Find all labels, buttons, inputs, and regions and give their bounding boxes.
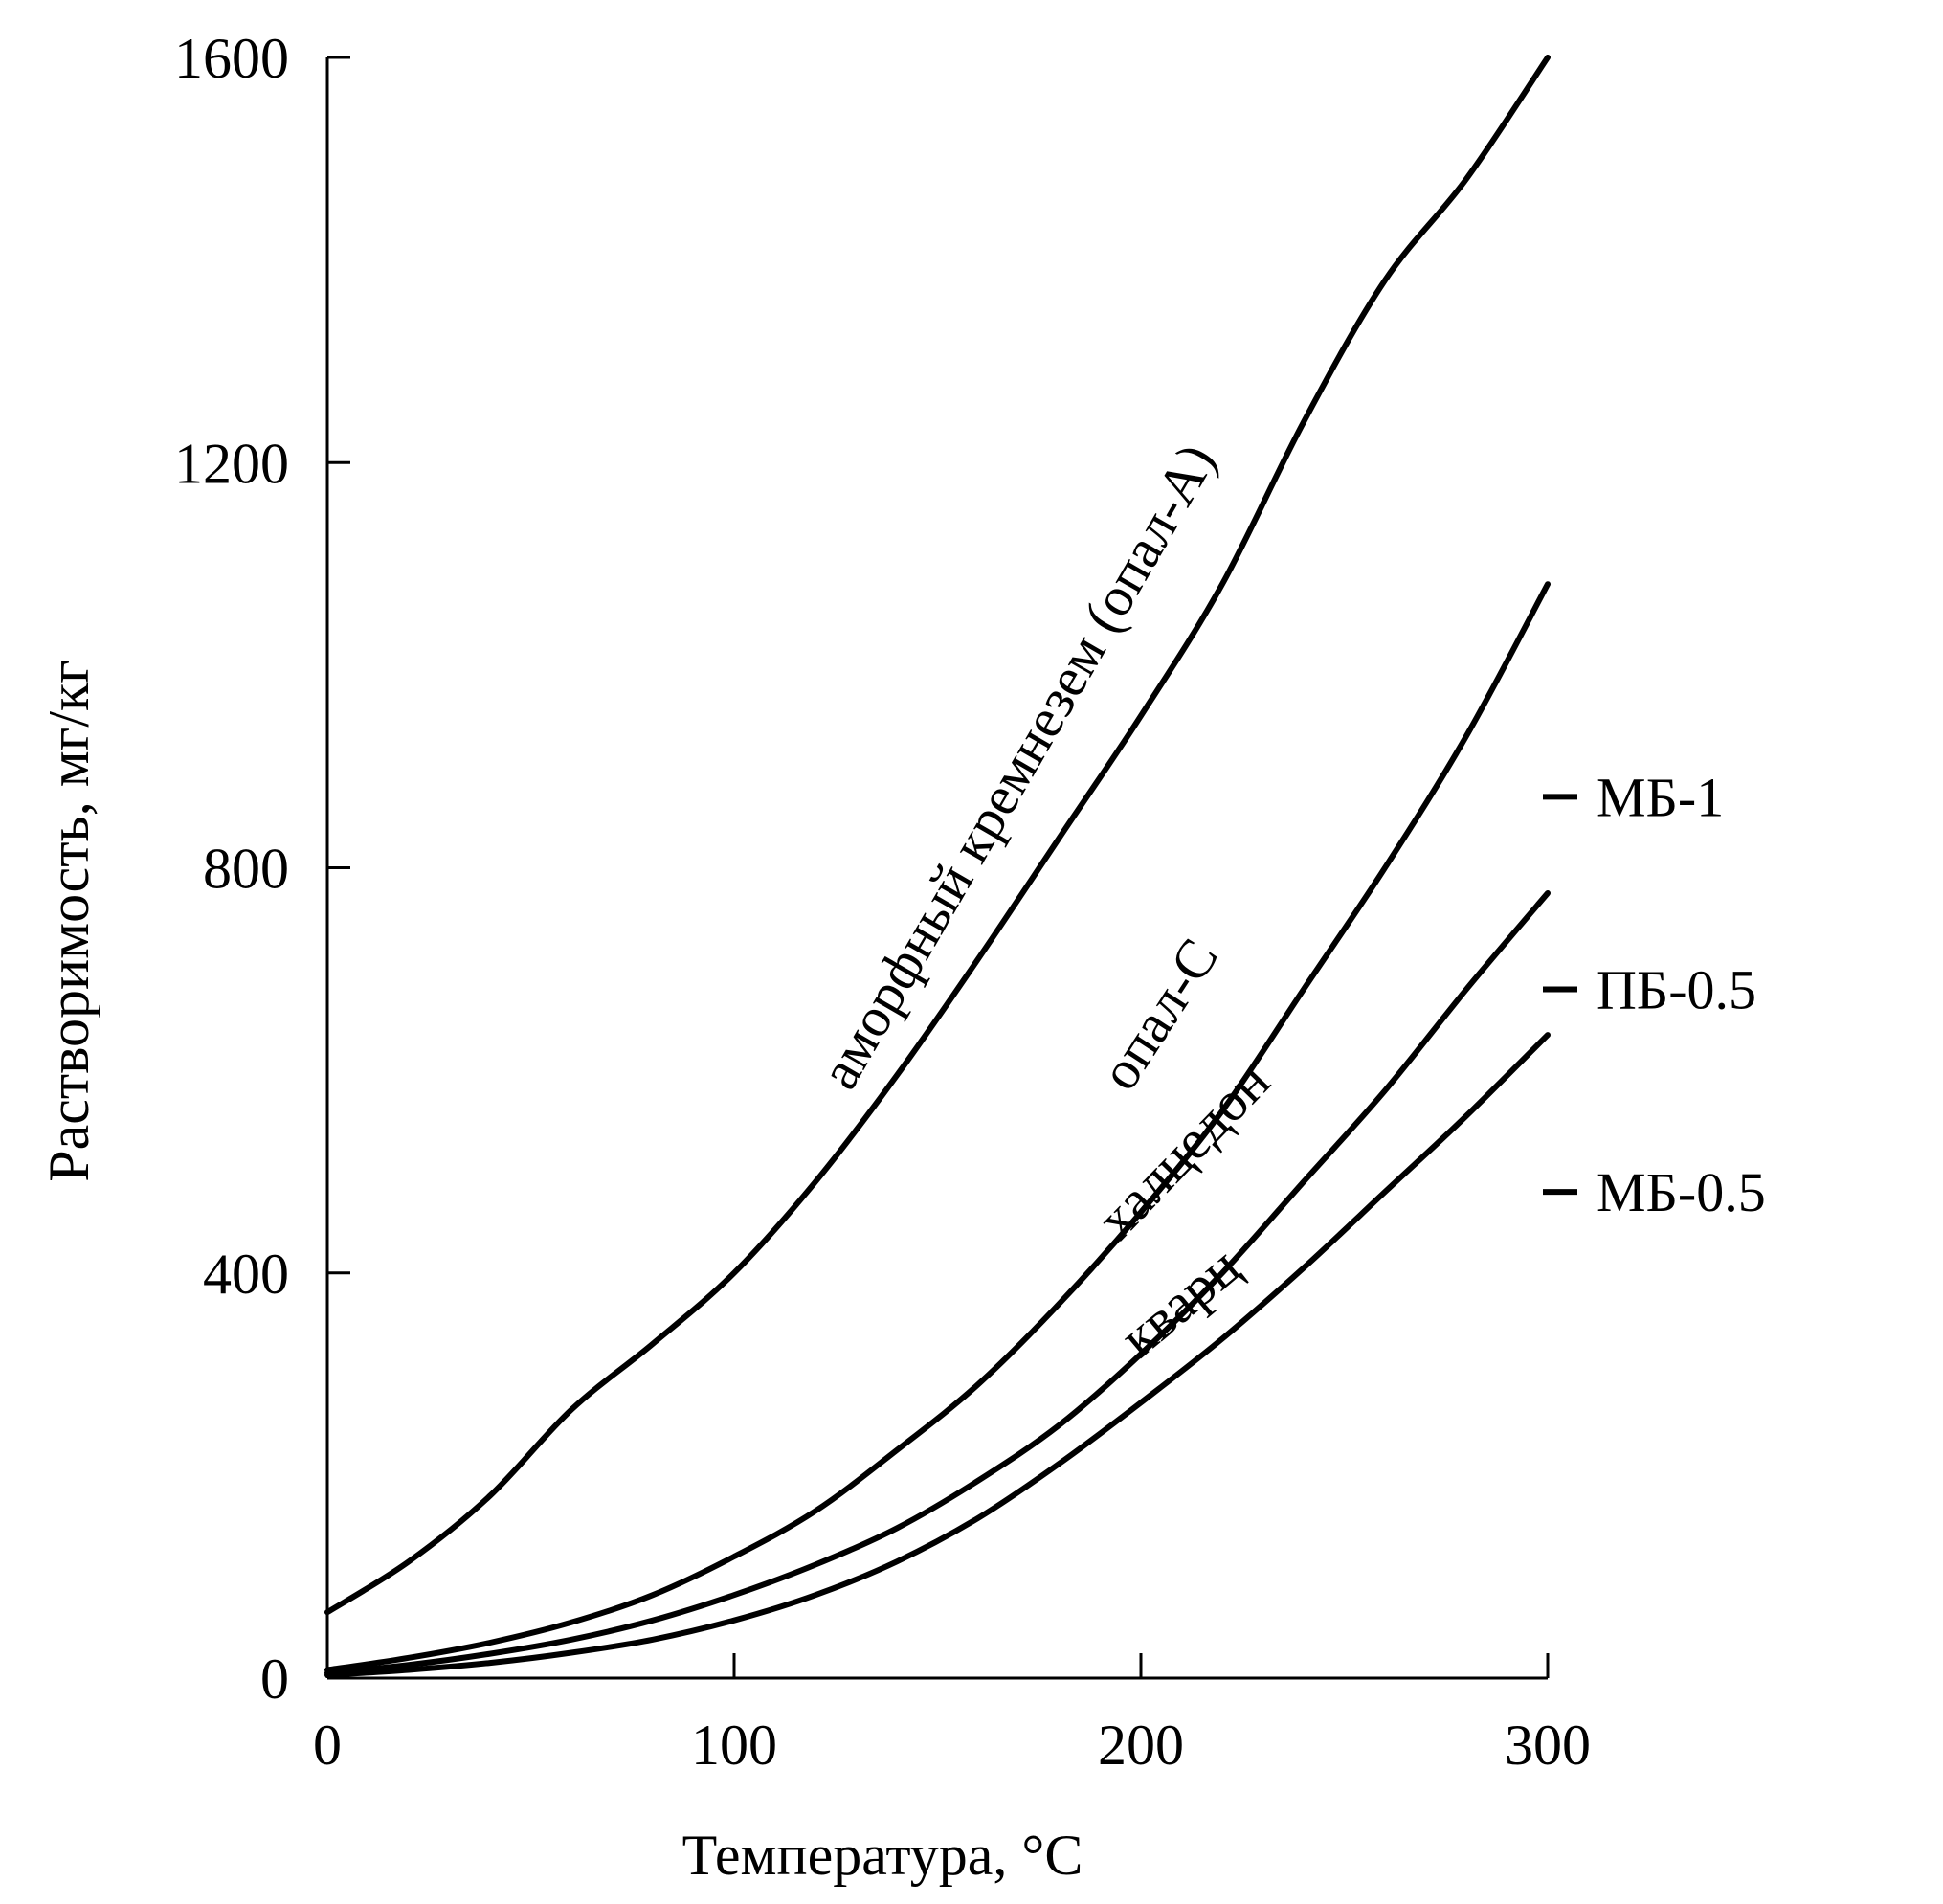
curve-chalcedony [324, 890, 1551, 1676]
y-axis-title: Растворимость, мг/кг [37, 660, 100, 1182]
ticks: 0 400 800 1200 1600 0 100 200 300 [174, 27, 1591, 1777]
x-tick-label: 100 [691, 1714, 777, 1777]
curve-opal-c [324, 581, 1551, 1673]
y-tick-label: 1200 [174, 432, 289, 495]
curve-amorphous-silica [324, 55, 1551, 1616]
marker-label: МБ-0.5 [1597, 1161, 1766, 1223]
marker-label: ПБ-0.5 [1597, 958, 1756, 1020]
x-tick-label: 0 [313, 1714, 342, 1777]
y-tick-label: 400 [203, 1243, 289, 1306]
curves [324, 55, 1551, 1678]
label-opal-c: опал-С [1087, 928, 1230, 1101]
label-quartz: кварц [1108, 1235, 1251, 1369]
curve-quartz [324, 1032, 1551, 1678]
curve-labels: аморфный кремнезем (опал-А)опал-Схалцедо… [808, 433, 1282, 1369]
y-tick-label: 1600 [174, 27, 289, 90]
x-axis-title: Температура, °C [682, 1824, 1083, 1887]
marker-label: МБ-1 [1597, 766, 1724, 828]
x-tick-label: 300 [1505, 1714, 1591, 1777]
x-tick-label: 200 [1098, 1714, 1184, 1777]
solubility-markers: МБ-1 ПБ-0.5 МБ-0.5 [1543, 766, 1766, 1223]
y-tick-label: 0 [260, 1647, 289, 1711]
y-tick-label: 800 [203, 838, 289, 901]
